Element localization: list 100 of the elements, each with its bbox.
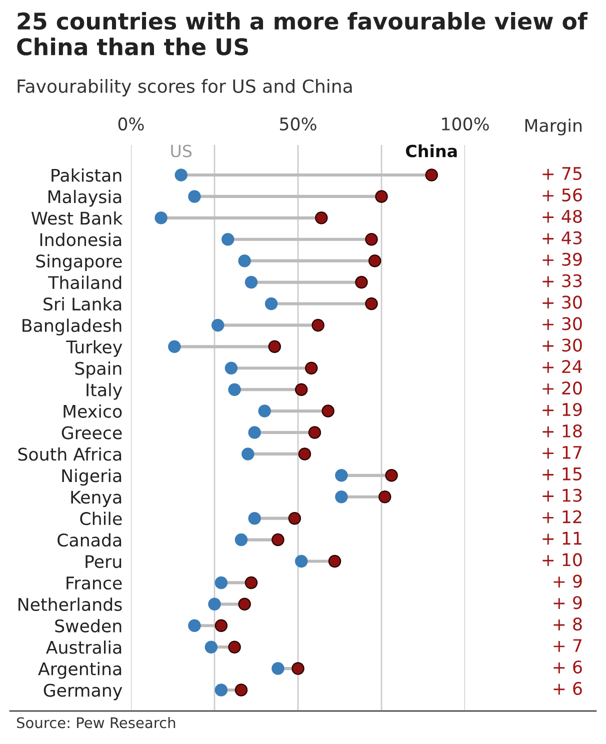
point: [328, 554, 342, 568]
point: [154, 212, 168, 224]
text: + 15: [542, 468, 582, 480]
point: [312, 318, 324, 332]
y-tick-label: Nigeria: [62, 468, 122, 486]
point: [244, 576, 258, 590]
text: + 9: [554, 596, 582, 610]
y-tick-label: Thailand: [48, 276, 122, 290]
text: + 75: [542, 167, 582, 180]
text: + 24: [542, 360, 582, 373]
text: + 30: [542, 317, 582, 330]
point: [385, 469, 398, 482]
point: [258, 404, 271, 418]
point: [272, 533, 284, 546]
point: [322, 404, 334, 418]
point: [221, 233, 234, 246]
y-tick-label: South Africa: [18, 447, 122, 461]
y-tick-label: West Bank: [31, 211, 123, 225]
y-tick-label: Sri Lanka: [44, 297, 122, 311]
point: [375, 190, 388, 203]
text: + 39: [542, 252, 582, 266]
text: + 13: [542, 488, 582, 502]
point: [224, 362, 238, 374]
point: [264, 297, 278, 310]
point: [174, 168, 188, 182]
point: [204, 640, 218, 654]
text: + 20: [542, 381, 582, 395]
text: + 10: [542, 553, 582, 566]
y-tick-label: Netherlands: [18, 598, 122, 612]
point: [208, 598, 221, 611]
point: [365, 233, 378, 246]
text: + 30: [542, 296, 582, 309]
point: [248, 512, 261, 525]
point: [244, 276, 258, 289]
chart-title: 25 countries with a more favourable view of China than the US: [17, 12, 588, 56]
point: [228, 383, 241, 396]
text: + 33: [542, 274, 582, 288]
text: + 56: [542, 188, 582, 202]
series-label: US: [171, 144, 192, 158]
y-tick-label: Mexico: [64, 404, 122, 418]
x-tick-label: 50%: [280, 117, 316, 131]
text: + 43: [542, 231, 582, 244]
point: [228, 640, 241, 654]
point: [304, 362, 318, 374]
text: + 19: [542, 402, 582, 416]
text: + 7: [554, 639, 582, 652]
point: [294, 554, 308, 568]
y-tick-label: Argentina: [38, 662, 122, 679]
text: + 12: [542, 510, 582, 524]
point: [292, 662, 304, 675]
point: [214, 684, 228, 696]
point: [238, 254, 251, 268]
point: [315, 212, 328, 224]
text: + 6: [554, 682, 582, 696]
point: [188, 190, 201, 203]
point: [248, 426, 261, 439]
y-tick-label: Italy: [86, 382, 122, 400]
y-tick-label: France: [66, 576, 122, 590]
point: [242, 448, 254, 460]
point: [211, 318, 224, 332]
y-tick-label: Indonesia: [40, 232, 122, 246]
source-note: Source: Pew Research: [16, 716, 176, 728]
y-tick-label: Kenya: [71, 490, 122, 508]
text: + 8: [554, 618, 582, 631]
point: [238, 598, 251, 611]
point: [268, 340, 281, 354]
x-tick-label: 100%: [442, 117, 489, 131]
text: Margin: [525, 118, 582, 136]
y-tick-label: Malaysia: [48, 190, 122, 207]
point: [335, 469, 348, 482]
text: + 48: [542, 210, 582, 223]
y-tick-label: Pakistan: [52, 168, 122, 182]
point: [365, 297, 378, 310]
y-tick-label: Australia: [46, 640, 122, 654]
y-tick-label: Germany: [44, 684, 122, 700]
point: [168, 340, 181, 354]
point: [188, 619, 201, 632]
text: + 6: [554, 660, 582, 674]
y-tick-label: Canada: [58, 533, 122, 547]
y-tick-label: Singapore: [36, 254, 122, 272]
point: [234, 684, 248, 696]
text: + 9: [554, 574, 582, 588]
y-tick-label: Bangladesh: [22, 318, 122, 336]
x-tick-label: 0%: [118, 117, 144, 131]
point: [288, 512, 302, 525]
point: [272, 662, 284, 675]
point: [214, 576, 228, 590]
y-tick-label: Turkey: [66, 340, 122, 357]
text: + 30: [542, 338, 582, 352]
y-tick-label: Greece: [62, 426, 122, 440]
point: [298, 448, 312, 460]
y-tick-label: Sweden: [55, 619, 122, 632]
point: [234, 533, 248, 546]
point: [214, 619, 228, 632]
y-tick-label: Spain: [75, 362, 122, 378]
point: [425, 168, 438, 182]
text: + 18: [542, 424, 582, 438]
point: [355, 276, 368, 289]
point: [378, 490, 392, 504]
series-label: China: [406, 144, 457, 158]
